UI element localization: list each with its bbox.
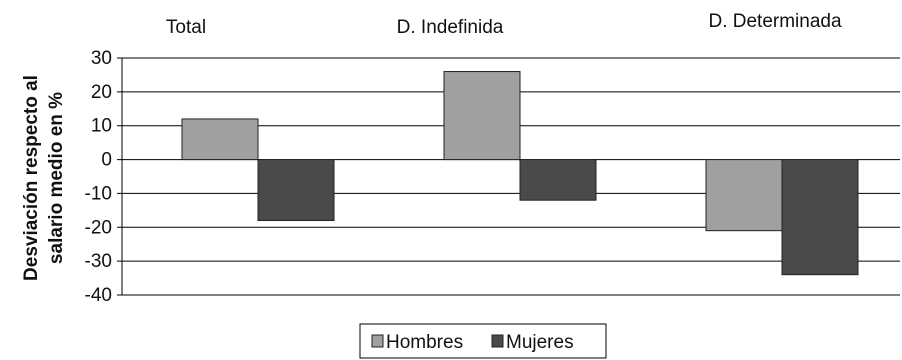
y-tick-label: -20 (85, 217, 112, 238)
y-tick-label: 0 (101, 150, 112, 171)
bar-hombres-3 (705, 159, 783, 232)
bar-mujeres-3 (781, 159, 859, 276)
y-tick-label: -30 (85, 251, 112, 272)
y-axis-label-line-1: Desviación respecto al (21, 75, 42, 281)
legend-swatch-mujeres (491, 334, 504, 348)
legend-box (359, 323, 607, 359)
category-label: D. Determinada (708, 11, 841, 32)
category-label: D. Indefinida (397, 17, 504, 38)
y-tick-label: 30 (91, 48, 112, 69)
y-tick-label: -40 (85, 285, 112, 306)
bar-hombres-1 (181, 118, 259, 161)
y-axis-label-line-2: salario medio en % (46, 92, 67, 264)
category-labels: Total D. Indefinida D. Determinada (166, 11, 842, 38)
bars (181, 71, 859, 276)
bar-mujeres-2 (519, 159, 597, 201)
legend: Hombres Mujeres (359, 323, 607, 359)
legend-swatch-hombres (371, 334, 384, 348)
y-tick-label: -10 (85, 183, 112, 204)
y-axis-label: Desviación respecto al salario medio en … (21, 75, 67, 281)
y-axis-ticks: 30 20 10 0 -10 -20 -30 -40 (85, 48, 112, 306)
y-tick-label: 10 (91, 116, 112, 137)
bar-mujeres-1 (257, 159, 335, 222)
category-label: Total (166, 17, 206, 38)
y-tick-label: 20 (91, 82, 112, 103)
legend-label-mujeres: Mujeres (506, 332, 574, 353)
legend-label-hombres: Hombres (386, 332, 463, 353)
bar-hombres-2 (443, 71, 521, 161)
